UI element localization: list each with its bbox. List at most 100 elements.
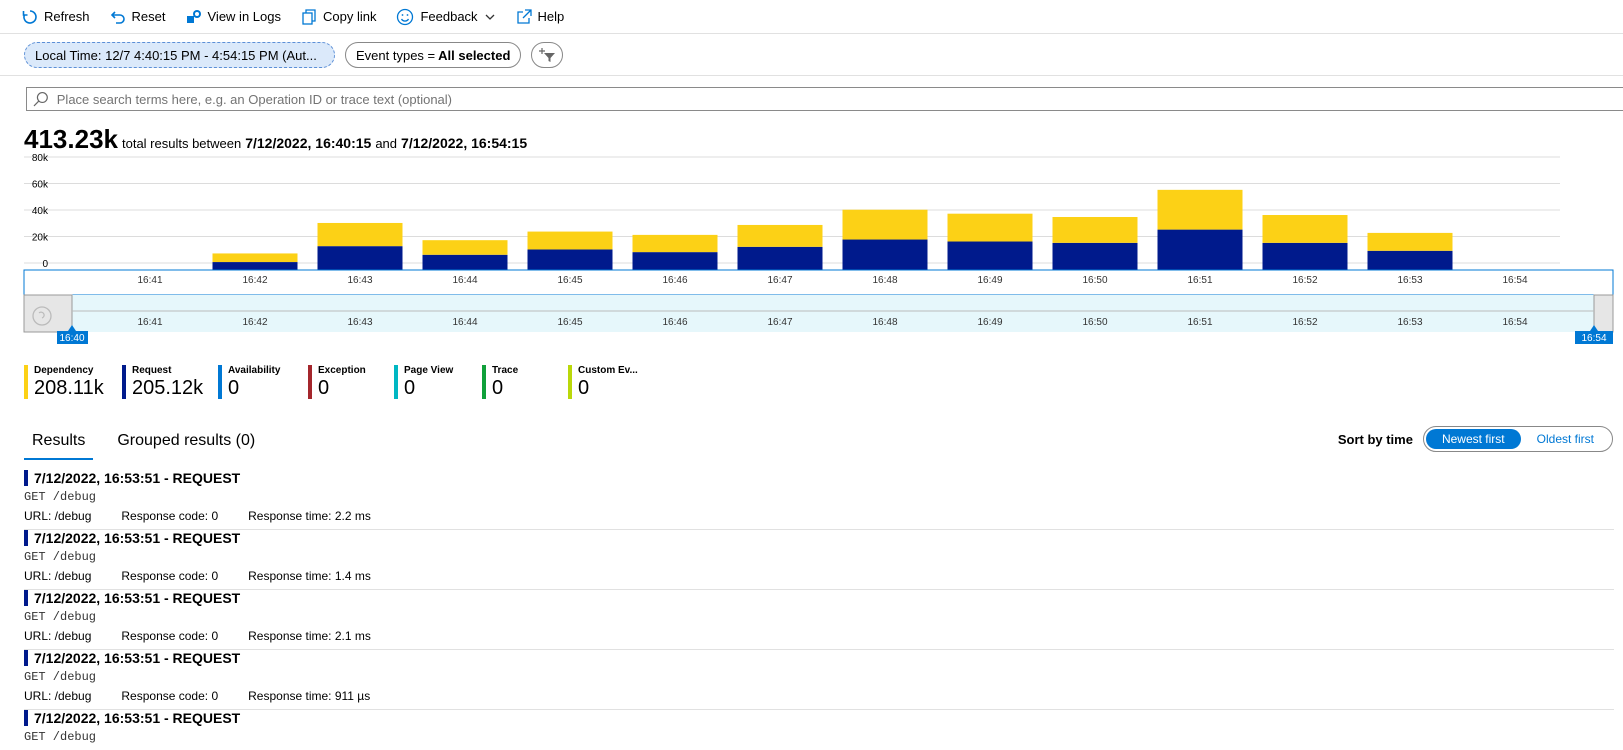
bar-dependency[interactable] — [947, 213, 1033, 242]
bar-request[interactable] — [212, 262, 298, 270]
event-type-legend: Dependency 208.11k Request 205.12k Availabil… — [24, 365, 658, 399]
refresh-button[interactable]: Refresh — [22, 2, 90, 32]
time-range-pill[interactable]: Local Time: 12/7 4:40:15 PM - 4:54:15 PM… — [24, 42, 335, 68]
view-in-logs-button[interactable]: View in Logs — [186, 2, 281, 32]
result-title-text: 7/12/2022, 16:53:51 - REQUEST — [34, 590, 241, 606]
result-row[interactable]: 7/12/2022, 16:53:51 - REQUEST GET /debug U… — [24, 530, 1614, 590]
bar-dependency[interactable] — [317, 222, 403, 247]
bar-request[interactable] — [842, 239, 928, 270]
legend-item[interactable]: Request 205.12k — [122, 365, 218, 399]
result-type-marker — [24, 710, 28, 726]
range-start-label: 16:40 — [59, 333, 84, 344]
legend-color-swatch — [122, 365, 126, 399]
command-bar: Refresh Reset View in Logs Copy link Fee… — [0, 0, 1623, 34]
x-tick-label: 16:41 — [137, 275, 162, 286]
timeline-reset-icon[interactable] — [32, 306, 52, 326]
legend-item[interactable]: Trace 0 — [482, 365, 568, 399]
bar-request[interactable] — [527, 249, 613, 270]
x-tick-label: 16:42 — [242, 275, 267, 286]
tab-grouped-results[interactable]: Grouped results (0) — [117, 432, 256, 449]
range-start-handle[interactable]: 16:40 — [57, 325, 88, 344]
result-response-code: Response code: 0 — [121, 509, 219, 523]
sort-newest-first[interactable]: Newest first — [1425, 429, 1521, 449]
event-types-pill[interactable]: Event types = All selected — [345, 42, 522, 68]
result-title-text: 7/12/2022, 16:53:51 - REQUEST — [34, 470, 241, 486]
legend-item[interactable]: Page View 0 — [394, 365, 482, 399]
filter-divider — [0, 75, 1623, 76]
brush-handle-left-area[interactable] — [23, 294, 73, 333]
y-tick-label: 80k — [32, 153, 49, 164]
bar-request[interactable] — [1367, 250, 1453, 270]
bar-dependency[interactable] — [1367, 232, 1453, 251]
bar-request[interactable] — [1262, 242, 1348, 270]
legend-text: Page View 0 — [404, 365, 453, 399]
event-types-value: All selected — [438, 47, 511, 63]
x-tick-label: 16:46 — [662, 275, 687, 286]
result-title: 7/12/2022, 16:53:51 - REQUEST — [24, 590, 240, 606]
bar-request[interactable] — [737, 246, 823, 270]
sort-oldest-first[interactable]: Oldest first — [1536, 432, 1594, 446]
bar-dependency[interactable] — [212, 253, 298, 263]
result-row[interactable]: 7/12/2022, 16:53:51 - REQUEST GET /debug U… — [24, 470, 1614, 530]
timeline-tick-label: 16:49 — [977, 317, 1002, 328]
legend-item[interactable]: Custom Ev... 0 — [568, 365, 658, 399]
range-end-handle[interactable]: 16:54 — [1575, 325, 1613, 344]
filter-bar: Local Time: 12/7 4:40:15 PM - 4:54:15 PM… — [24, 42, 564, 68]
legend-color-swatch — [394, 365, 398, 399]
reset-button[interactable]: Reset — [110, 2, 166, 32]
bar-dependency[interactable] — [1157, 189, 1243, 230]
bar-request[interactable] — [632, 252, 718, 270]
bar-dependency[interactable] — [527, 231, 613, 250]
brush-handle-right-area[interactable] — [1593, 294, 1614, 333]
copy-link-button[interactable]: Copy link — [301, 2, 376, 32]
bar-dependency[interactable] — [1052, 217, 1138, 243]
bar-dependency[interactable] — [422, 240, 508, 255]
result-type-marker — [24, 590, 28, 606]
result-row[interactable]: 7/12/2022, 16:53:51 - REQUEST GET /debug U… — [24, 650, 1614, 710]
search-input[interactable] — [56, 91, 1623, 107]
legend-value: 0 — [578, 377, 590, 399]
result-operation: GET /debug — [24, 490, 97, 504]
range-end-label: 16:54 — [1581, 333, 1606, 344]
bar-dependency[interactable] — [632, 234, 718, 253]
bar-request[interactable] — [1052, 242, 1138, 270]
result-title-text: 7/12/2022, 16:53:51 - REQUEST — [34, 530, 241, 546]
result-title: 7/12/2022, 16:53:51 - REQUEST — [24, 470, 240, 486]
timeline-tick-label: 16:46 — [662, 317, 687, 328]
x-tick-label: 16:52 — [1292, 275, 1317, 286]
result-title: 7/12/2022, 16:53:51 - REQUEST — [24, 530, 240, 546]
legend-item[interactable]: Dependency 208.11k — [24, 365, 122, 399]
result-row[interactable]: 7/12/2022, 16:53:51 - REQUEST GET /debug — [24, 710, 1614, 750]
bar-request[interactable] — [1157, 229, 1243, 270]
bar-request[interactable] — [422, 254, 508, 270]
x-tick-label: 16:50 — [1082, 275, 1107, 286]
copy-link-label: Copy link — [322, 9, 377, 24]
legend-item[interactable]: Exception 0 — [308, 365, 394, 399]
view-in-logs-label: View in Logs — [207, 9, 281, 24]
add-filter-button[interactable] — [531, 42, 564, 68]
refresh-label: Refresh — [44, 9, 90, 24]
bar-dependency[interactable] — [737, 224, 823, 247]
legend-name: Dependency — [34, 365, 94, 376]
bar-request[interactable] — [317, 246, 403, 270]
timeline-brush[interactable] — [24, 295, 1613, 332]
legend-color-swatch — [568, 365, 572, 399]
timeline-axis-labels: 16:41 16:42 16:43 16:44 16:45 16:46 16:47 16:48… — [137, 317, 1527, 328]
bar-request[interactable] — [947, 241, 1033, 270]
result-row[interactable]: 7/12/2022, 16:53:51 - REQUEST GET /debug U… — [24, 590, 1614, 650]
y-tick-label: 20k — [32, 233, 49, 244]
feedback-button[interactable]: Feedback — [396, 2, 495, 32]
timeline-tick-label: 16:43 — [347, 317, 372, 328]
bar-dependency[interactable] — [1262, 215, 1348, 243]
legend-item[interactable]: Availability 0 — [218, 365, 308, 399]
smiley-icon — [397, 8, 414, 25]
help-label: Help — [537, 9, 565, 24]
event-types-label: Event types = — [356, 47, 436, 63]
undo-icon — [110, 10, 125, 24]
bar-dependency[interactable] — [842, 209, 928, 240]
tab-results[interactable]: Results — [24, 428, 94, 460]
copy-icon — [302, 8, 316, 25]
x-tick-label: 16:49 — [977, 275, 1002, 286]
help-button[interactable]: Help — [516, 2, 565, 32]
